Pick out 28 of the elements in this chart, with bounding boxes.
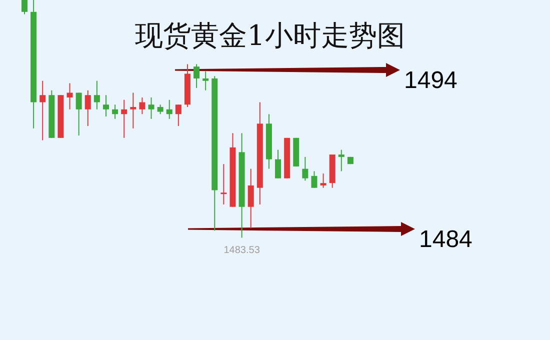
candlestick [320,173,326,188]
candlestick [102,94,109,118]
candlestick [22,0,28,15]
candlestick [130,92,136,129]
candlestick [311,170,318,188]
candlestick [112,104,118,120]
candlestick [84,90,91,127]
candlestick [202,70,209,91]
candlestick [175,104,182,127]
candlestick [66,82,73,110]
candlestick [338,149,344,172]
candlestick [220,164,227,205]
text: 现货黄金1小时走势图 [135,19,405,52]
candlestick [76,92,82,136]
candlestick [248,168,254,229]
candlestick [40,80,46,141]
candlestick [302,156,308,182]
annotation: 1483.53 [224,244,260,256]
candlestick [121,99,128,138]
candlestick [148,96,154,120]
text: 1484 [419,226,472,253]
text: 1494 [404,67,458,94]
candlestick [275,149,282,179]
candlestick [94,80,100,110]
candlestick [194,64,200,88]
candlestick [166,99,172,120]
candlestick [157,104,164,115]
candlestick [139,96,146,115]
